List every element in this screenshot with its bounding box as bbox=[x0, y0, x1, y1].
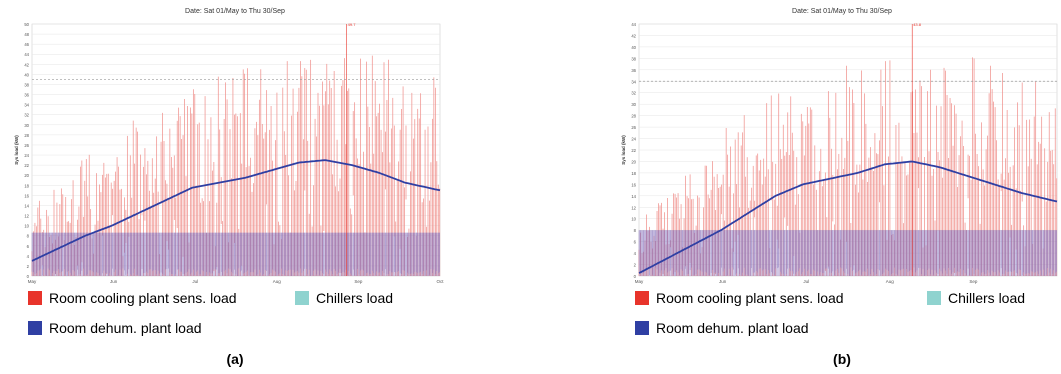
y-tick-label: 36 bbox=[24, 93, 29, 98]
y-tick-label: 20 bbox=[24, 173, 29, 178]
y-axis-label: Sys load (kW) bbox=[14, 135, 19, 165]
y-tick-label: 46 bbox=[24, 42, 29, 47]
legend-label-cooling: Room cooling plant sens. load bbox=[49, 290, 237, 306]
legend-swatch-cooling bbox=[635, 291, 649, 305]
dehum-line bbox=[638, 160, 1058, 274]
legend-label-chillers: Chillers load bbox=[948, 290, 1026, 306]
y-tick-label: 22 bbox=[631, 148, 636, 153]
y-tick-label: 42 bbox=[24, 62, 29, 67]
y-tick-label: 4 bbox=[634, 251, 637, 256]
y-tick-label: 14 bbox=[24, 203, 29, 208]
y-tick-label: 50 bbox=[24, 22, 29, 27]
legend-label-dehum: Room dehum. plant load bbox=[656, 320, 809, 336]
y-tick-label: 2 bbox=[27, 264, 30, 269]
y-tick-label: 26 bbox=[24, 143, 29, 148]
chart-b: 0246810121416182022242628303234363840424… bbox=[621, 22, 1058, 284]
legend-label-dehum: Room dehum. plant load bbox=[49, 320, 202, 336]
y-tick-label: 42 bbox=[631, 33, 636, 38]
y-tick-label: 36 bbox=[631, 68, 636, 73]
chart-title: Date: Sat 01/May to Thu 30/Sep bbox=[185, 8, 285, 15]
y-tick-label: 30 bbox=[24, 123, 29, 128]
y-tick-label: 32 bbox=[631, 91, 636, 96]
legend-swatch-dehum bbox=[635, 321, 649, 335]
legend-label-cooling: Room cooling plant sens. load bbox=[656, 290, 844, 306]
y-tick-label: 10 bbox=[631, 217, 636, 222]
y-tick-label: 18 bbox=[631, 171, 636, 176]
x-tick-label: Oct bbox=[436, 279, 444, 284]
y-tick-label: 26 bbox=[631, 125, 636, 130]
x-tick-label: Jun bbox=[719, 279, 727, 284]
y-tick-label: 34 bbox=[24, 103, 29, 108]
y-tick-label: 0 bbox=[27, 274, 30, 279]
y-tick-label: 22 bbox=[24, 163, 29, 168]
peak-label: 43.8 bbox=[913, 22, 922, 27]
y-tick-label: 30 bbox=[631, 102, 636, 107]
y-tick-label: 8 bbox=[27, 234, 30, 239]
y-tick-label: 4 bbox=[27, 254, 30, 259]
y-tick-label: 16 bbox=[24, 193, 29, 198]
y-tick-label: 8 bbox=[634, 228, 637, 233]
x-tick-label: Jul bbox=[803, 279, 809, 284]
peak-label: 49.7 bbox=[348, 22, 357, 27]
x-tick-label: May bbox=[28, 279, 37, 284]
panel-label-b: (b) bbox=[833, 351, 851, 367]
chart-panel-a: Date: Sat 01/May to Thu 30/Sep 0 2 4 6 8 10 12… bbox=[14, 0, 450, 374]
legend-item-dehum: Room dehum. plant load bbox=[635, 320, 809, 336]
x-tick-label: Sep bbox=[354, 279, 363, 284]
y-tick-label: 44 bbox=[631, 22, 636, 27]
chart-title: Date: Sat 01/May to Thu 30/Sep bbox=[792, 8, 892, 15]
legend-swatch-chillers bbox=[295, 291, 309, 305]
legend-swatch-chillers bbox=[927, 291, 941, 305]
y-tick-label: 40 bbox=[24, 72, 29, 77]
y-tick-label: 10 bbox=[24, 224, 29, 229]
y-tick-label: 20 bbox=[631, 159, 636, 164]
x-tick-label: Jun bbox=[110, 279, 118, 284]
chart-panel-b: Date: Sat 01/May to Thu 30/Sep 0 2 4 6 8 10 12… bbox=[621, 0, 1058, 374]
legend-item-cooling: Room cooling plant sens. load bbox=[28, 290, 237, 306]
y-tick-label: 14 bbox=[631, 194, 636, 199]
legend-swatch-cooling bbox=[28, 291, 42, 305]
chart-a: 0246810121416182022242628303234363840424… bbox=[14, 22, 444, 284]
y-tick-label: 34 bbox=[631, 79, 636, 84]
legend-item-cooling: Room cooling plant sens. load bbox=[635, 290, 844, 306]
legend-item-dehum: Room dehum. plant load bbox=[28, 320, 202, 336]
y-tick-label: 48 bbox=[24, 32, 29, 37]
legend-swatch-dehum bbox=[28, 321, 42, 335]
y-tick-label: 16 bbox=[631, 182, 636, 187]
y-tick-label: 18 bbox=[24, 183, 29, 188]
legend-label-chillers: Chillers load bbox=[316, 290, 394, 306]
dehum-band-stripes bbox=[31, 232, 440, 276]
legend: Room cooling plant sens. load Chillers l… bbox=[635, 290, 1055, 350]
y-tick-label: 0 bbox=[634, 274, 637, 279]
panel-label-a: (a) bbox=[226, 351, 244, 367]
y-tick-label: 2 bbox=[634, 263, 637, 268]
y-tick-label: 24 bbox=[631, 137, 636, 142]
legend: Room cooling plant sens. load Chillers l… bbox=[28, 290, 468, 350]
legend-item-chillers: Chillers load bbox=[927, 290, 1025, 306]
y-tick-label: 12 bbox=[631, 205, 636, 210]
x-tick-label: Aug bbox=[273, 279, 282, 284]
x-tick-label: Sep bbox=[969, 279, 978, 284]
y-tick-label: 38 bbox=[24, 82, 29, 87]
legend-item-chillers: Chillers load bbox=[295, 290, 393, 306]
y-tick-label: 40 bbox=[631, 45, 636, 50]
x-tick-label: Jul bbox=[192, 279, 198, 284]
y-tick-label: 6 bbox=[27, 244, 30, 249]
x-tick-label: Aug bbox=[886, 279, 895, 284]
dehum-line bbox=[31, 159, 441, 262]
y-tick-label: 24 bbox=[24, 153, 29, 158]
y-tick-label: 12 bbox=[24, 214, 29, 219]
y-tick-label: 38 bbox=[631, 56, 636, 61]
y-tick-label: 44 bbox=[24, 52, 29, 57]
y-tick-label: 28 bbox=[631, 114, 636, 119]
y-axis-label: Sys load (kW) bbox=[621, 135, 626, 165]
y-tick-label: 32 bbox=[24, 113, 29, 118]
y-tick-label: 6 bbox=[634, 240, 637, 245]
x-tick-label: May bbox=[635, 279, 644, 284]
y-tick-label: 28 bbox=[24, 133, 29, 138]
